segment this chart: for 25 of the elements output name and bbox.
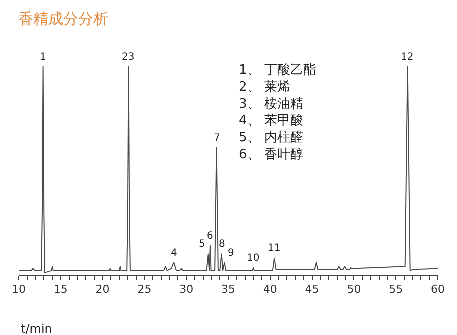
annotation: 9 bbox=[228, 248, 234, 259]
annotation: 10 bbox=[247, 253, 260, 264]
x-tick-label: 25 bbox=[138, 283, 152, 296]
annotation: 8 bbox=[219, 239, 226, 250]
x-axis-title: t/min bbox=[21, 322, 52, 335]
annotation: 5 bbox=[199, 239, 206, 250]
x-tick-label: 30 bbox=[180, 283, 194, 296]
x-tick-label: 55 bbox=[389, 283, 404, 296]
chart-title: 香精成分分析 bbox=[18, 10, 108, 28]
annotation: 23 bbox=[122, 52, 135, 63]
x-tick-label: 45 bbox=[305, 283, 320, 296]
x-tick-label: 35 bbox=[222, 283, 236, 296]
x-tick-label: 50 bbox=[347, 283, 362, 296]
annotation: 7 bbox=[214, 133, 220, 144]
x-tick-label: 60 bbox=[431, 283, 445, 296]
x-tick-label: 10 bbox=[12, 283, 26, 296]
annotation: 6 bbox=[207, 231, 214, 242]
annotation: 4 bbox=[171, 248, 178, 259]
annotation: 12 bbox=[401, 52, 414, 63]
annotation: 1、 丁酸乙酯 2、 莱烯 3、 桉油精 4、 苯甲酸 5、 内柱醛 6、 香叶醇 bbox=[239, 63, 316, 162]
annotation: 11 bbox=[268, 243, 281, 254]
x-tick-label: 15 bbox=[54, 283, 68, 296]
x-tick-label: 40 bbox=[263, 283, 278, 296]
annotation: 1 bbox=[40, 52, 46, 63]
x-tick-label: 20 bbox=[96, 283, 110, 296]
